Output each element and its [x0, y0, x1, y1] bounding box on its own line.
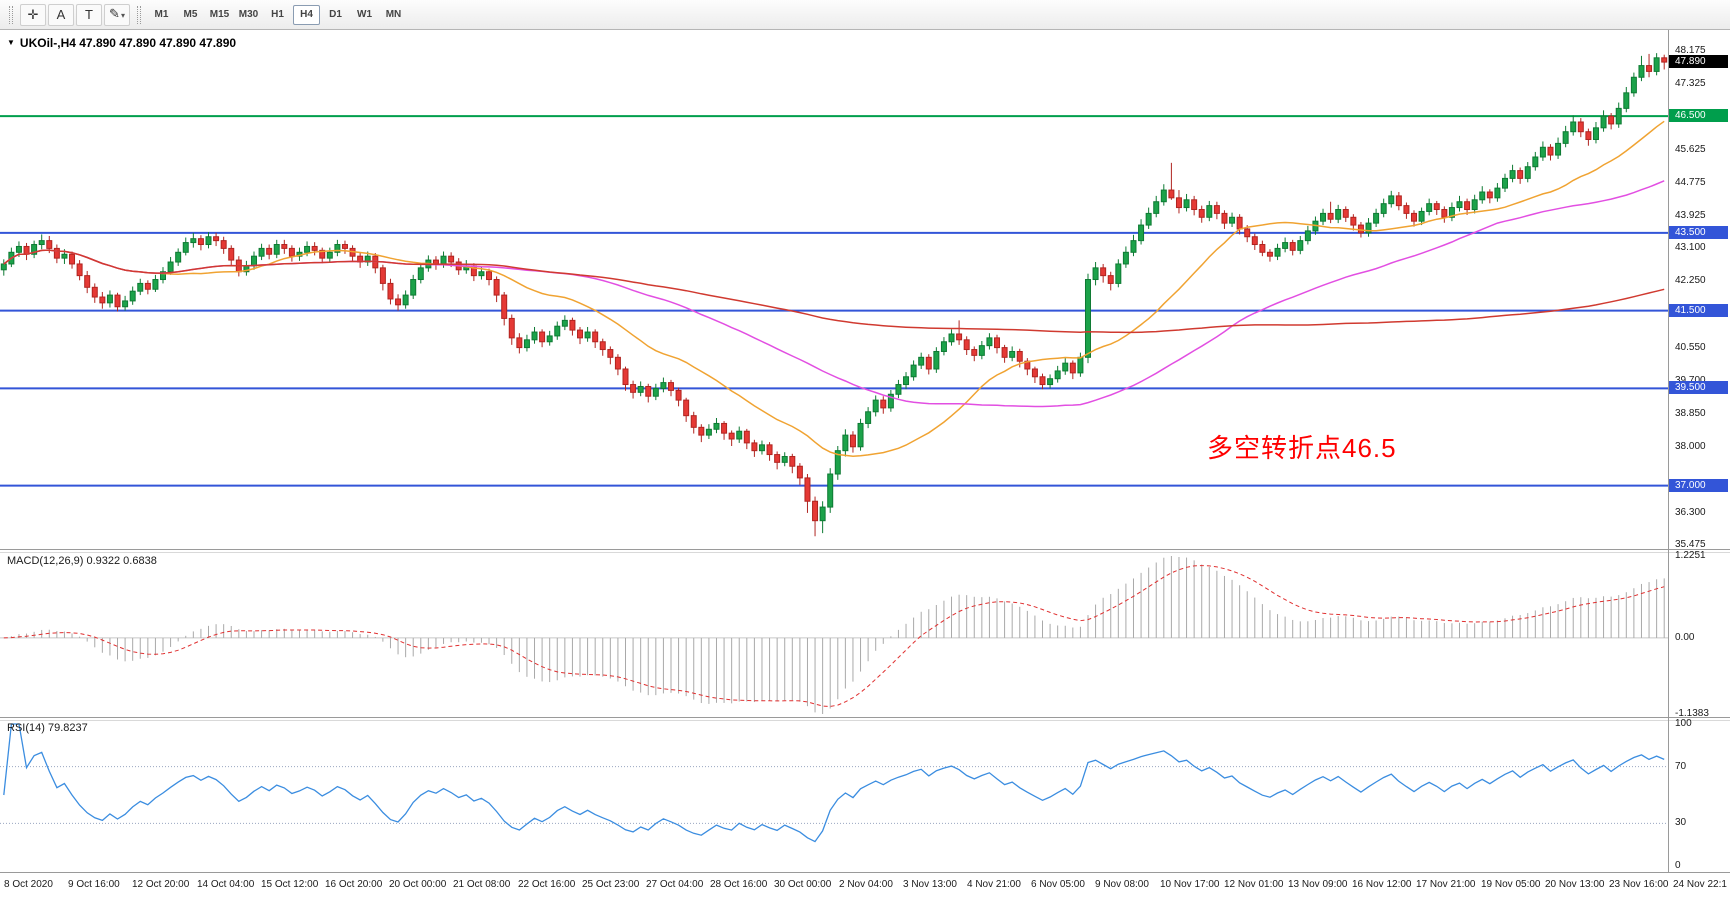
macd-axis-label: 1.2251 [1675, 550, 1706, 561]
annotation-text: 多空转折点46.5 [1207, 433, 1397, 463]
toolbar: ✛ A T ✎▾ M1 M5 M15 M30 H1 H4 D1 W1 MN [0, 0, 1730, 30]
price-tick-label: 36.300 [1675, 507, 1706, 518]
timeframe-m5-button[interactable]: M5 [177, 5, 204, 25]
price-tick-label: 48.175 [1675, 45, 1706, 56]
chart-collapse-icon[interactable]: ▼ [7, 38, 15, 47]
price-tick-label: 45.625 [1675, 144, 1706, 155]
macd-indicator-label: MACD(12,26,9) 0.9322 0.6838 [7, 555, 157, 567]
time-label: 20 Oct 00:00 [389, 879, 447, 890]
time-label: 6 Nov 05:00 [1031, 879, 1085, 890]
caret-down-icon: ▾ [120, 10, 125, 20]
rsi-axis-label: 30 [1675, 817, 1687, 828]
ma-line-21[interactable] [3, 120, 1665, 458]
rsi-axis-label: 100 [1675, 718, 1692, 729]
price-level-badge: 43.500 [1669, 226, 1728, 239]
price-tick-label: 35.475 [1675, 539, 1706, 550]
timeframe-h1-button[interactable]: H1 [264, 5, 291, 25]
time-label: 15 Oct 12:00 [261, 879, 319, 890]
time-label: 9 Oct 16:00 [68, 879, 120, 890]
time-label: 25 Oct 23:00 [582, 879, 640, 890]
time-label: 10 Nov 17:00 [1160, 879, 1220, 890]
time-label: 12 Oct 20:00 [132, 879, 190, 890]
timeframe-m15-button[interactable]: M15 [206, 5, 233, 25]
time-label: 2 Nov 04:00 [839, 879, 893, 890]
timeframe-h4-button[interactable]: H4 [293, 4, 320, 25]
price-level-badge: 39.500 [1669, 381, 1728, 394]
time-label: 28 Oct 16:00 [710, 879, 768, 890]
time-label: 12 Nov 01:00 [1224, 879, 1284, 890]
price-tick-label: 47.325 [1675, 78, 1706, 89]
time-label: 20 Nov 13:00 [1545, 879, 1605, 890]
candles-layer [0, 53, 1668, 537]
price-tick-label: 43.925 [1675, 210, 1706, 221]
toolbar-drag-handle[interactable] [9, 5, 13, 24]
price-level-badge: 41.500 [1669, 304, 1728, 317]
price-tick-label: 44.775 [1675, 177, 1706, 188]
price-axis: 48.175 47.325 45.625 44.775 43.925 43.100 42.2… [1669, 30, 1730, 872]
price-tick-label: 43.100 [1675, 242, 1706, 253]
chart-canvas[interactable] [0, 30, 1730, 872]
time-label: 8 Oct 2020 [4, 879, 53, 890]
price-tick-label: 40.550 [1675, 342, 1706, 353]
macd-signal-line [3, 565, 1665, 708]
text-label-tool-button[interactable]: T [76, 3, 102, 26]
timeframe-m30-button[interactable]: M30 [235, 5, 262, 25]
time-label: 24 Nov 22:1 [1673, 879, 1727, 890]
time-label: 23 Nov 16:00 [1609, 879, 1669, 890]
price-level-badge: 37.000 [1669, 479, 1728, 492]
chart-title-text: UKOil-,H4 47.890 47.890 47.890 47.890 [19, 36, 237, 50]
time-label: 30 Oct 00:00 [774, 879, 832, 890]
rsi-indicator-label: RSI(14) 79.8237 [7, 722, 88, 734]
time-label: 13 Nov 09:00 [1288, 879, 1348, 890]
time-label: 4 Nov 21:00 [967, 879, 1021, 890]
toolbar-drag-handle[interactable] [137, 5, 141, 24]
time-label: 19 Nov 05:00 [1481, 879, 1541, 890]
time-label: 14 Oct 04:00 [197, 879, 255, 890]
rsi-line [3, 723, 1665, 843]
time-label: 16 Nov 12:00 [1352, 879, 1412, 890]
time-label: 21 Oct 08:00 [453, 879, 511, 890]
price-tick-label: 39.700 [1675, 375, 1706, 386]
rsi-axis-label: 70 [1675, 761, 1687, 772]
chart-title: ▼ UKOil-,H4 47.890 47.890 47.890 47.890 [7, 36, 236, 50]
timeframe-w1-button[interactable]: W1 [351, 5, 378, 25]
time-label: 27 Oct 04:00 [646, 879, 704, 890]
time-axis: 8 Oct 2020 9 Oct 16:00 12 Oct 20:00 14 Oct … [0, 872, 1730, 897]
rsi-axis-label: 0 [1675, 860, 1681, 871]
time-label: 22 Oct 16:00 [518, 879, 576, 890]
text-tool-button[interactable]: A [48, 3, 74, 26]
price-tick-label: 38.850 [1675, 408, 1706, 419]
ma-line-144[interactable] [3, 249, 1665, 334]
price-tick-label: 38.000 [1675, 441, 1706, 452]
current-price-badge: 47.890 [1669, 55, 1728, 68]
time-label: 17 Nov 21:00 [1416, 879, 1476, 890]
macd-axis-label: 0.00 [1675, 632, 1695, 643]
time-label: 3 Nov 13:00 [903, 879, 957, 890]
price-tick-label: 42.250 [1675, 275, 1706, 286]
time-label: 9 Nov 08:00 [1095, 879, 1149, 890]
crosshair-tool-button[interactable]: ✛ [20, 3, 46, 26]
draw-tool-button[interactable]: ✎▾ [104, 3, 130, 26]
timeframe-m1-button[interactable]: M1 [148, 5, 175, 25]
timeframe-d1-button[interactable]: D1 [322, 5, 349, 25]
price-level-badge: 46.500 [1669, 109, 1728, 122]
macd-histogram [10, 556, 1665, 714]
time-label: 16 Oct 20:00 [325, 879, 383, 890]
timeframe-mn-button[interactable]: MN [380, 5, 407, 25]
macd-axis-label: -1.1383 [1675, 708, 1709, 719]
